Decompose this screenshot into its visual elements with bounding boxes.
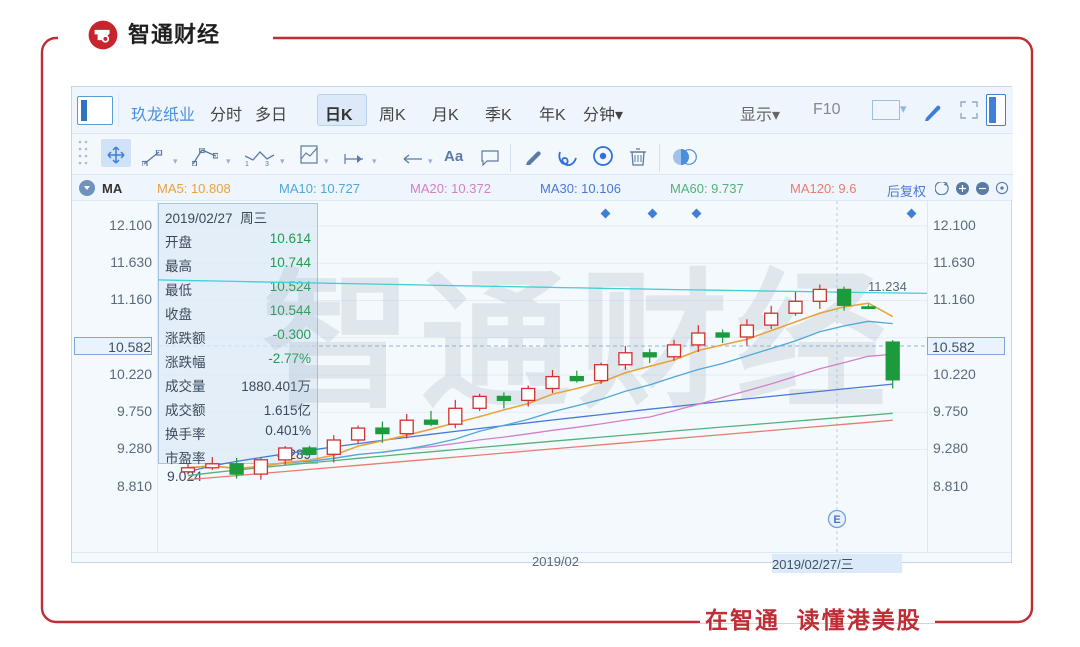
svg-text:3: 3	[265, 161, 269, 166]
svg-text:1: 1	[245, 161, 249, 166]
